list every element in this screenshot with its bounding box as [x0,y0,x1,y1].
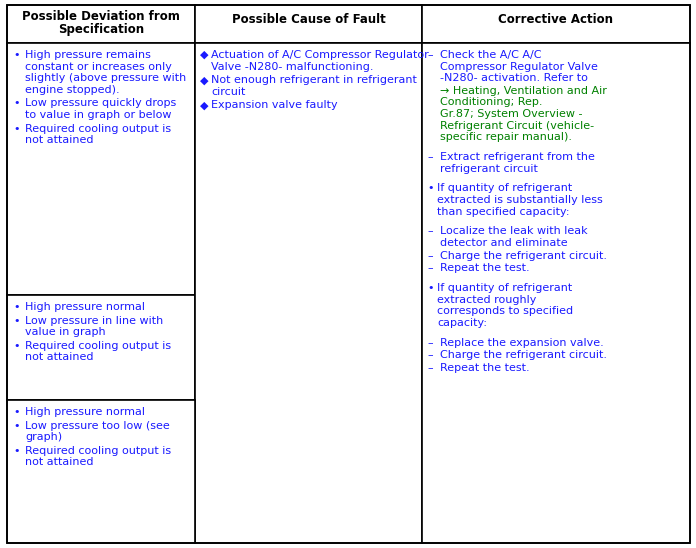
Text: •: • [13,124,19,134]
Text: refrigerant circuit: refrigerant circuit [440,164,538,174]
Bar [195,43,422,543]
Text: –: – [427,338,433,347]
Bar [422,43,690,295]
Text: Repeat the test.: Repeat the test. [440,263,530,273]
Text: •: • [13,316,19,326]
Text: extracted is substantially less: extracted is substantially less [437,195,603,205]
Text: engine stopped).: engine stopped). [25,85,120,95]
Text: •: • [13,446,19,456]
Text: extracted roughly: extracted roughly [437,295,537,305]
Text: –: – [427,152,433,162]
Text: Specification: Specification [58,23,144,36]
Text: Repeat the test.: Repeat the test. [440,363,530,373]
Text: •: • [13,302,19,312]
Bar [422,43,690,543]
Text: -N280- activation. Refer to: -N280- activation. Refer to [440,73,588,83]
Text: •: • [13,341,19,351]
Text: •: • [13,50,19,60]
Text: High pressure normal: High pressure normal [25,407,145,417]
Text: slightly (above pressure with: slightly (above pressure with [25,73,187,83]
Text: –: – [427,250,433,261]
Text: –: – [427,363,433,373]
Text: –: – [427,263,433,273]
Text: than specified capacity:: than specified capacity: [437,207,569,216]
Text: → Heating, Ventilation and Air: → Heating, Ventilation and Air [440,86,607,96]
Text: constant or increases only: constant or increases only [25,61,172,72]
Text: Conditioning; Rep.: Conditioning; Rep. [440,98,542,107]
Text: not attained: not attained [25,458,93,467]
Text: –: – [427,350,433,360]
Text: graph): graph) [25,432,62,442]
Text: Valve -N280- malfunctioning.: Valve -N280- malfunctioning. [211,61,374,72]
Text: Low pressure too low (see: Low pressure too low (see [25,421,170,431]
Text: Expansion valve faulty: Expansion valve faulty [211,100,338,110]
Text: corresponds to specified: corresponds to specified [437,306,573,316]
Text: Low pressure in line with: Low pressure in line with [25,316,164,326]
Text: Low pressure quickly drops: Low pressure quickly drops [25,99,176,109]
Bar [7,5,195,43]
Text: Possible Deviation from: Possible Deviation from [22,10,180,23]
Text: Compressor Regulator Valve: Compressor Regulator Valve [440,61,598,72]
Text: Required cooling output is: Required cooling output is [25,341,171,351]
Text: High pressure remains: High pressure remains [25,50,151,60]
Text: Replace the expansion valve.: Replace the expansion valve. [440,338,603,347]
Text: to value in graph or below: to value in graph or below [25,110,171,120]
Text: Required cooling output is: Required cooling output is [25,124,171,134]
Text: specific repair manual).: specific repair manual). [440,132,572,142]
Bar [7,295,195,400]
Text: ◆: ◆ [200,100,209,110]
Text: Actuation of A/C Compressor Regulator: Actuation of A/C Compressor Regulator [211,50,429,60]
Text: If quantity of refrigerant: If quantity of refrigerant [437,184,572,193]
Text: Required cooling output is: Required cooling output is [25,446,171,456]
Text: •: • [13,407,19,417]
Text: Check the A/C A/C: Check the A/C A/C [440,50,541,60]
Text: detector and eliminate: detector and eliminate [440,238,568,248]
Text: Refrigerant Circuit (vehicle-: Refrigerant Circuit (vehicle- [440,121,594,130]
Text: Not enough refrigerant in refrigerant: Not enough refrigerant in refrigerant [211,75,417,85]
Bar [195,5,422,43]
Text: Localize the leak with leak: Localize the leak with leak [440,226,587,236]
Text: High pressure normal: High pressure normal [25,302,145,312]
Bar [7,400,195,543]
Bar [422,5,690,43]
Text: Extract refrigerant from the: Extract refrigerant from the [440,152,595,162]
Text: •: • [427,184,434,193]
Text: If quantity of refrigerant: If quantity of refrigerant [437,283,572,293]
Text: not attained: not attained [25,352,93,362]
Text: Gr.87; System Overview -: Gr.87; System Overview - [440,109,583,119]
Text: ◆: ◆ [200,75,209,85]
Text: •: • [427,283,434,293]
Bar [7,43,195,295]
Text: Charge the refrigerant circuit.: Charge the refrigerant circuit. [440,350,607,360]
Text: Charge the refrigerant circuit.: Charge the refrigerant circuit. [440,250,607,261]
Text: Possible Cause of Fault: Possible Cause of Fault [232,13,386,26]
Text: •: • [13,421,19,431]
Text: ◆: ◆ [200,50,209,60]
Text: circuit: circuit [211,87,246,97]
Text: •: • [13,99,19,109]
Bar [195,43,422,295]
Text: Corrective Action: Corrective Action [498,13,613,26]
Text: –: – [427,50,433,60]
Text: value in graph: value in graph [25,327,106,337]
Text: capacity:: capacity: [437,318,487,328]
Text: not attained: not attained [25,135,93,145]
Text: –: – [427,226,433,236]
